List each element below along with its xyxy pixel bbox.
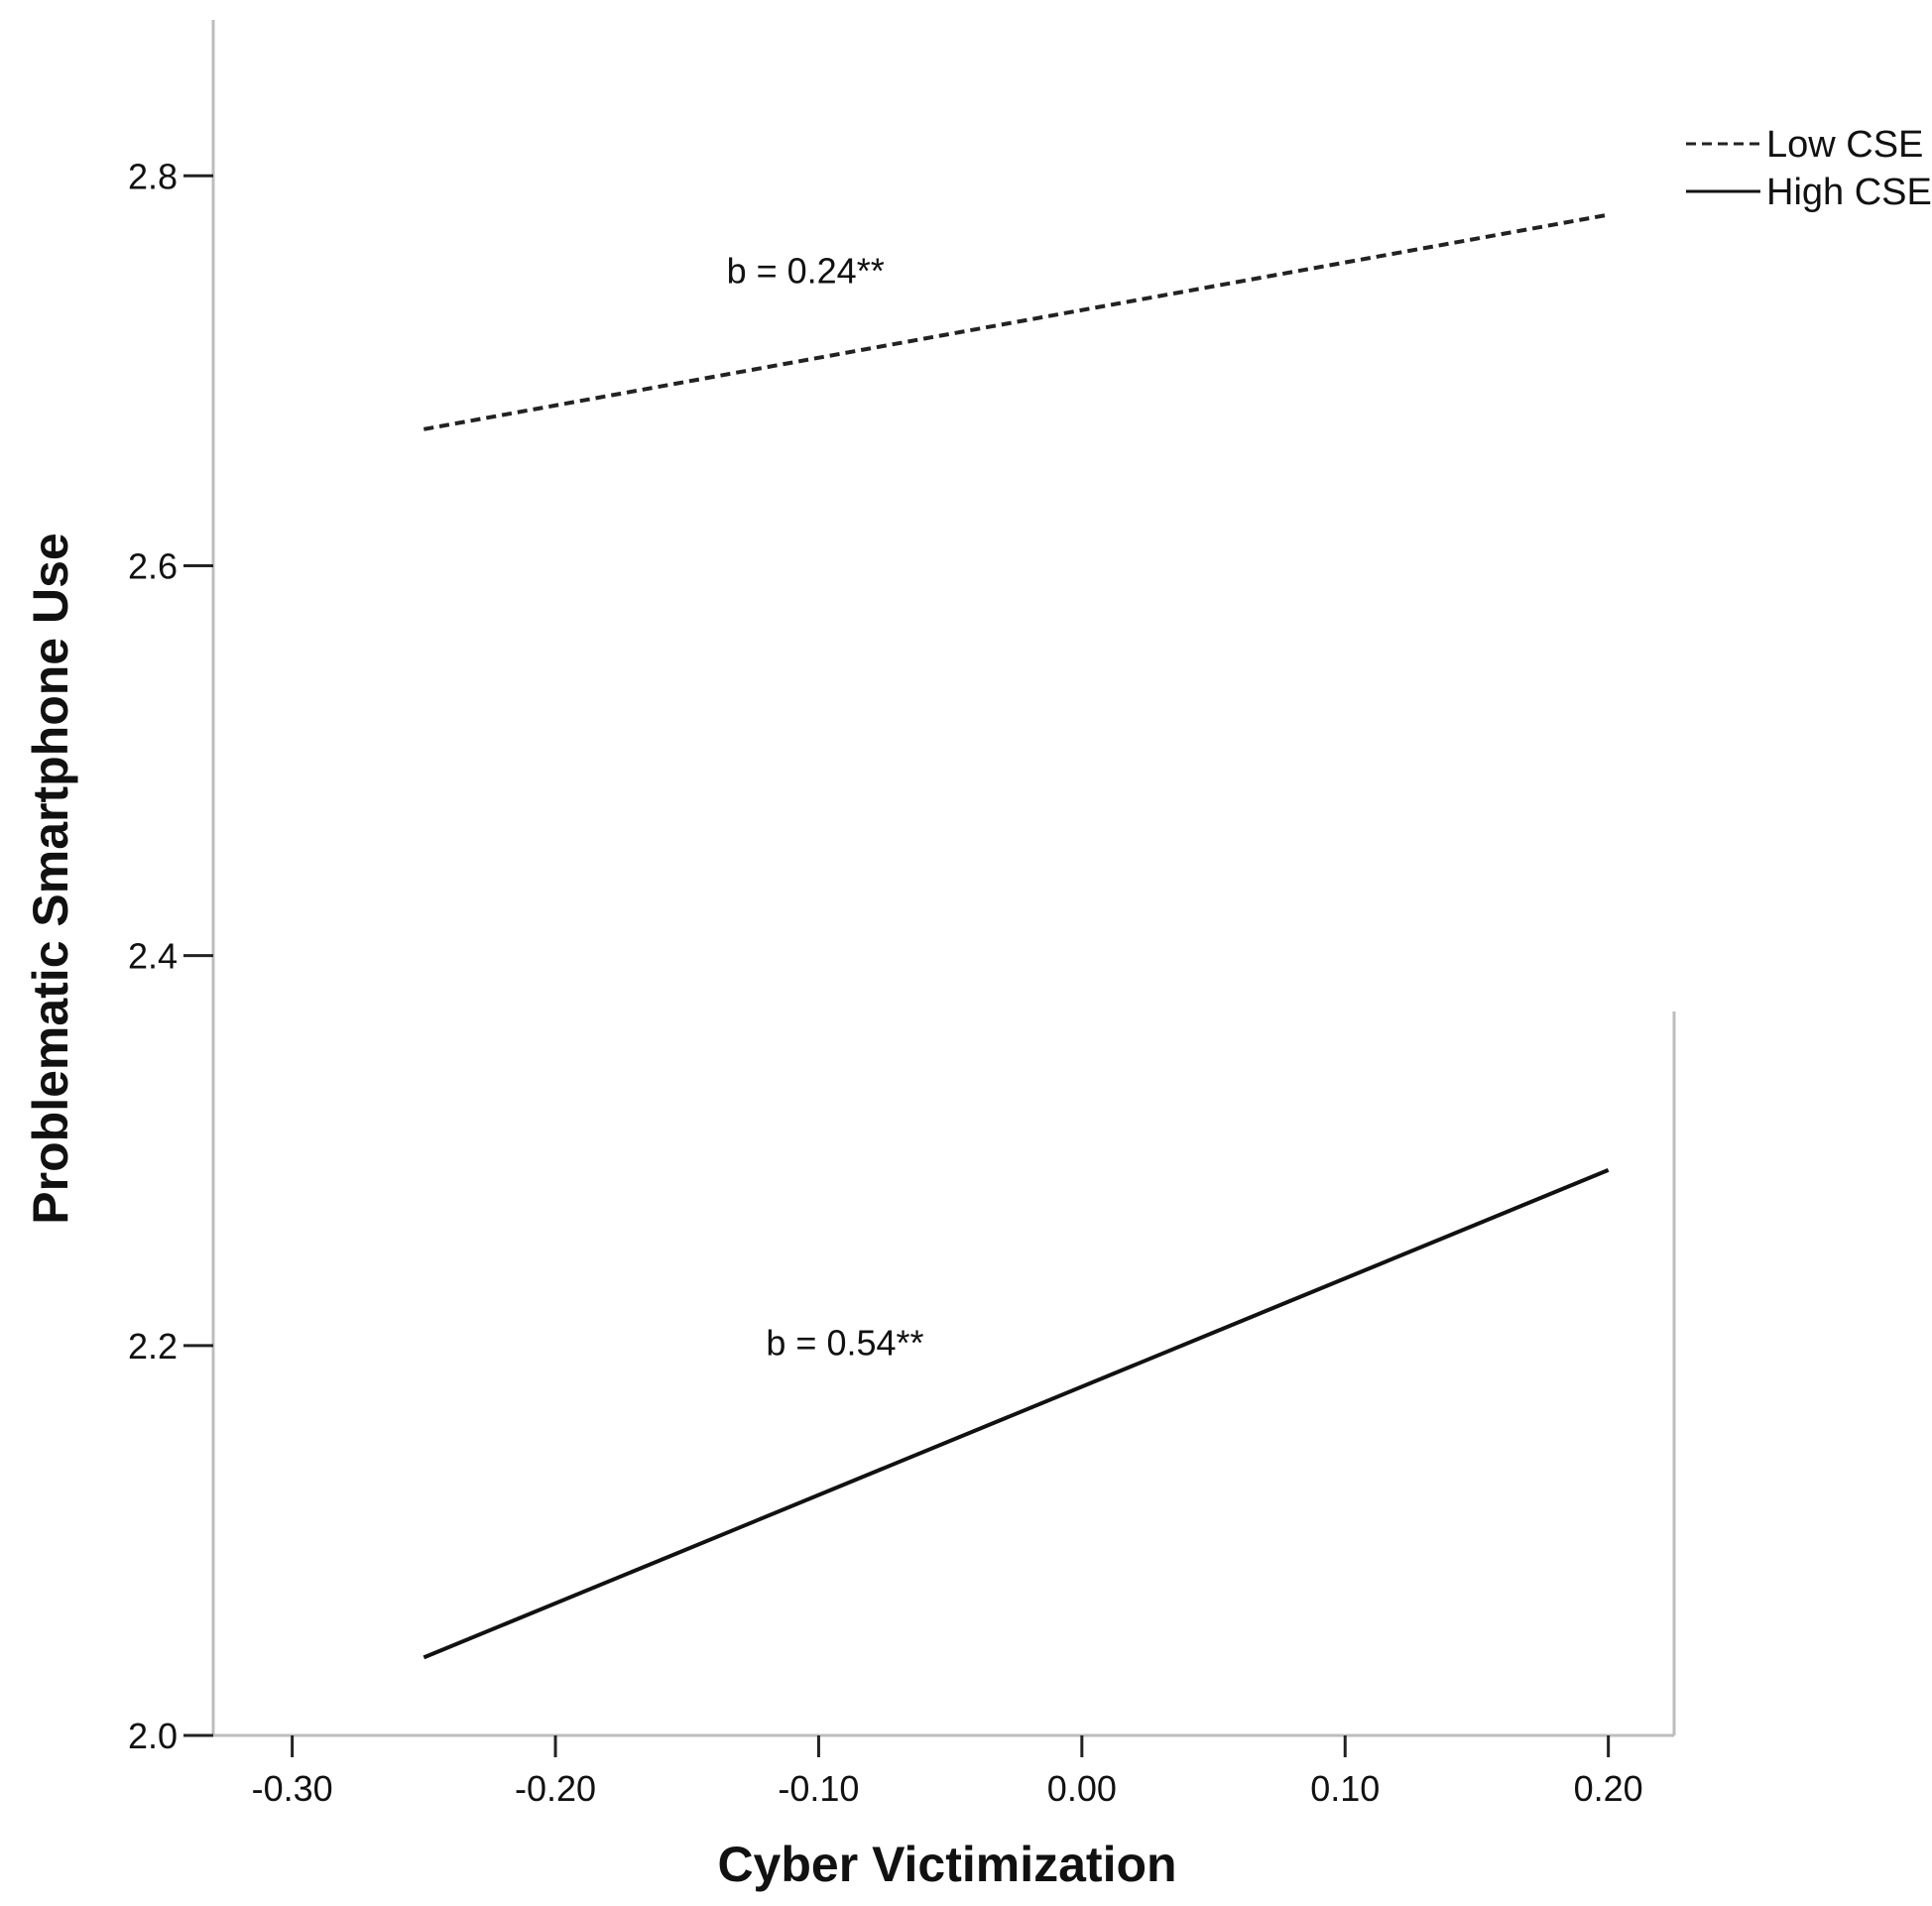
y-tick-label-2: 2.4 bbox=[128, 936, 178, 977]
legend-label-1: High CSE bbox=[1766, 172, 1932, 213]
annotation-layer: b = 0.24** b = 0.54** bbox=[727, 250, 924, 1363]
x-axis-title: Cyber Victimization bbox=[717, 1837, 1176, 1892]
series-layer bbox=[423, 212, 1610, 1660]
slope-annotation-1: b = 0.54** bbox=[766, 1323, 923, 1364]
y-axis-title: Problematic Smartphone Use bbox=[23, 533, 78, 1224]
y-axis: 2.0 2.2 2.4 2.6 2.8 bbox=[128, 156, 213, 1756]
x-tick-label-2: -0.10 bbox=[778, 1768, 859, 1809]
x-tick-label-0: -0.30 bbox=[252, 1768, 333, 1809]
y-tick-label-1: 2.2 bbox=[128, 1326, 178, 1367]
slope-annotation-0: b = 0.24** bbox=[727, 250, 885, 291]
legend: Low CSE High CSE bbox=[1686, 124, 1932, 213]
series-line-high-cse bbox=[423, 1168, 1610, 1660]
x-tick-label-5: 0.20 bbox=[1574, 1768, 1643, 1809]
x-tick-label-3: 0.00 bbox=[1047, 1768, 1117, 1809]
y-tick-label-0: 2.0 bbox=[128, 1716, 178, 1756]
series-line-low-cse bbox=[423, 212, 1610, 431]
x-tick-label-1: -0.20 bbox=[515, 1768, 596, 1809]
legend-label-0: Low CSE bbox=[1766, 124, 1923, 166]
plot-frame bbox=[211, 20, 1676, 1737]
y-tick-label-3: 2.6 bbox=[128, 545, 178, 586]
y-tick-label-4: 2.8 bbox=[128, 156, 178, 196]
x-axis: -0.30 -0.20 -0.10 0.00 0.10 0.20 bbox=[252, 1735, 1643, 1809]
x-tick-label-4: 0.10 bbox=[1310, 1768, 1380, 1809]
